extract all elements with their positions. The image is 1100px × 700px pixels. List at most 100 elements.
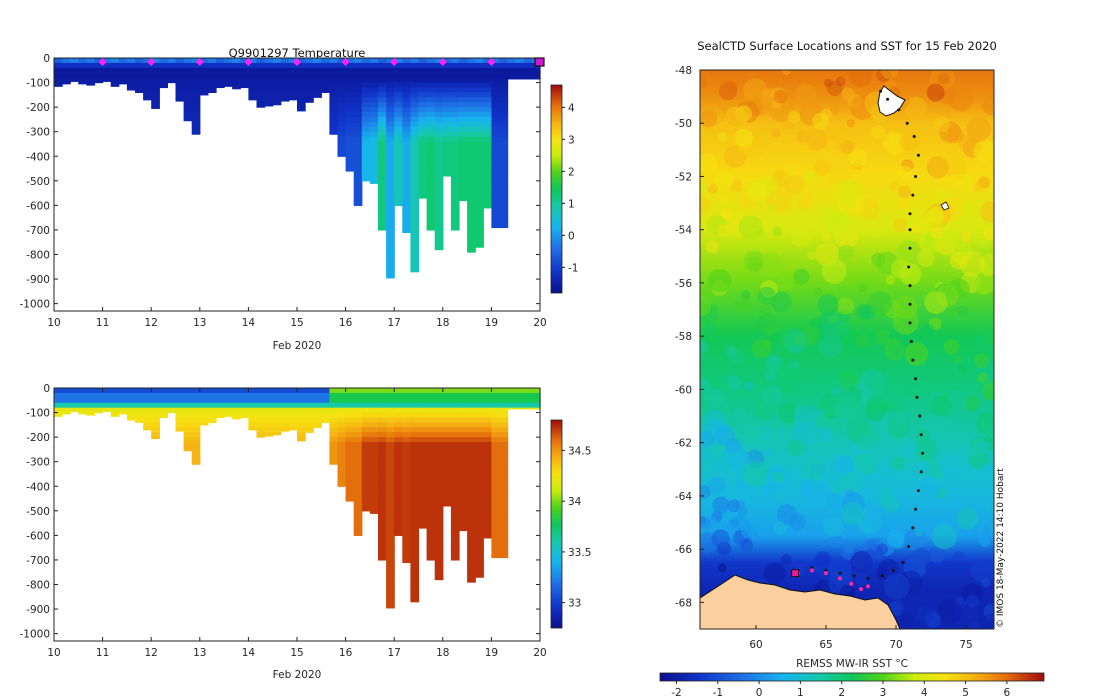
section-cell xyxy=(418,392,428,399)
sst-blob xyxy=(744,381,754,391)
section-cell xyxy=(483,412,492,419)
profile-marker-current xyxy=(534,57,545,67)
section-cell xyxy=(248,412,258,419)
section-cell xyxy=(450,417,460,423)
section-cell xyxy=(361,461,371,468)
section-cell xyxy=(386,116,395,123)
section-cell xyxy=(450,156,460,162)
section-cell xyxy=(378,437,387,443)
section-cell xyxy=(288,388,298,394)
section-cell xyxy=(459,82,468,89)
section-cell xyxy=(345,102,355,108)
section-cell xyxy=(491,481,501,487)
section-cell xyxy=(499,116,509,123)
section-cell xyxy=(183,102,193,108)
section-cell xyxy=(297,102,306,108)
temperature-colorbar xyxy=(550,84,563,294)
section-cell xyxy=(459,427,468,433)
section-cell xyxy=(426,496,436,502)
section-cell xyxy=(207,402,217,409)
section-cell xyxy=(410,77,420,84)
section-cell xyxy=(442,62,452,69)
section-cell xyxy=(207,412,217,419)
section-cell xyxy=(459,525,468,532)
section-cell xyxy=(434,220,444,226)
section-cell xyxy=(499,136,509,143)
section-cell xyxy=(110,67,120,74)
section-cell xyxy=(475,397,484,404)
section-cell xyxy=(191,397,201,404)
section-cell xyxy=(369,97,379,103)
section-cell xyxy=(191,402,201,409)
section-cell xyxy=(483,392,492,399)
section-cell xyxy=(361,141,371,148)
section-cell xyxy=(345,427,355,433)
section-cell xyxy=(475,116,484,123)
section-cell xyxy=(450,170,460,177)
current-position-marker xyxy=(791,569,800,578)
section-cell xyxy=(483,456,492,463)
temperature-xlabel: Feb 2020 xyxy=(273,340,322,352)
section-cell xyxy=(297,67,306,74)
section-cell xyxy=(499,92,509,98)
section-cell xyxy=(264,62,274,69)
section-cell xyxy=(361,112,371,118)
section-cell xyxy=(442,500,452,507)
section-cell xyxy=(305,67,314,74)
section-cell xyxy=(337,412,347,419)
section-cell xyxy=(248,97,258,101)
section-cell xyxy=(499,215,509,221)
section-cell xyxy=(232,77,241,84)
section-cell xyxy=(280,77,290,84)
sst-blob xyxy=(762,385,783,405)
section-cell xyxy=(491,107,501,113)
section-cell xyxy=(86,392,96,399)
section-cell xyxy=(442,461,452,468)
section-cell xyxy=(118,62,128,69)
section-cell xyxy=(483,112,492,118)
section-cell xyxy=(426,432,436,438)
section-cell xyxy=(467,555,476,561)
section-cell xyxy=(337,67,347,74)
section-cell xyxy=(110,407,120,414)
section-cell xyxy=(499,166,509,172)
section-cell xyxy=(475,446,484,453)
section-cell xyxy=(491,520,501,527)
section-cell xyxy=(450,126,460,133)
section-cell xyxy=(467,427,476,433)
sst-blob xyxy=(956,507,978,530)
section-cell xyxy=(378,535,387,541)
section-cell xyxy=(491,121,501,128)
section-cell xyxy=(305,97,314,103)
section-cell xyxy=(232,402,241,409)
section-cell xyxy=(305,72,314,79)
section-cell xyxy=(62,407,71,414)
section-cell xyxy=(410,594,420,600)
section-cell xyxy=(207,82,217,89)
section-cell xyxy=(386,446,395,453)
sst-blob xyxy=(955,430,968,443)
section-cell xyxy=(450,505,460,512)
section-cell xyxy=(426,427,436,433)
y-tick-label: -300 xyxy=(26,457,50,469)
section-cell xyxy=(62,388,71,394)
section-cell xyxy=(394,461,403,468)
y-tick-label: -800 xyxy=(26,580,50,592)
sst-blob xyxy=(725,80,737,93)
section-cell xyxy=(450,407,460,414)
sst-blob xyxy=(924,290,948,314)
section-cell xyxy=(280,422,290,428)
sst-blob xyxy=(776,274,794,292)
section-cell xyxy=(143,392,152,399)
section-cell xyxy=(378,126,387,133)
track-point xyxy=(916,153,920,157)
colorbar-tick-label: 2 xyxy=(568,166,575,178)
section-cell xyxy=(256,388,266,394)
section-cell xyxy=(378,461,387,468)
section-cell xyxy=(507,72,517,79)
section-cell xyxy=(337,446,347,453)
section-cell xyxy=(151,82,160,89)
section-cell xyxy=(280,67,290,74)
section-cell xyxy=(418,476,428,482)
sst-blob xyxy=(844,417,870,442)
